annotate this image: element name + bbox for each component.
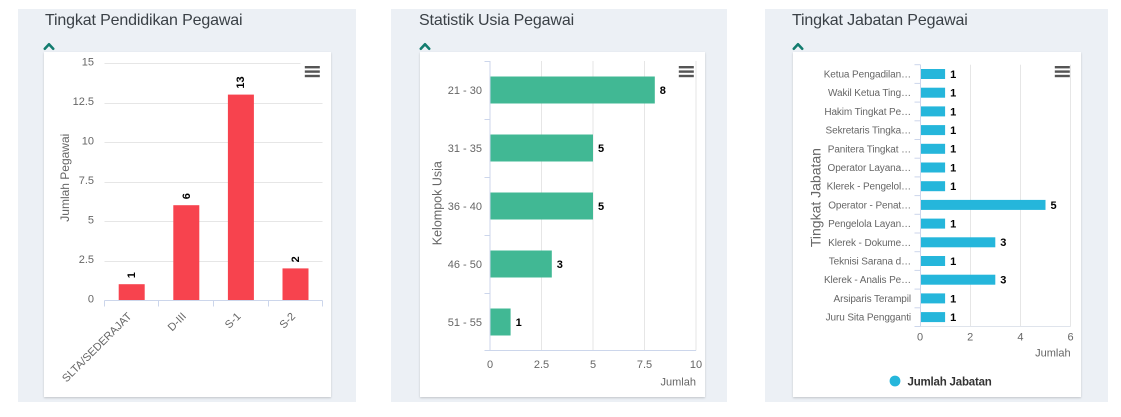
svg-text:7.5: 7.5 [78, 175, 93, 187]
svg-text:Hakim Tingkat Pe…: Hakim Tingkat Pe… [824, 106, 911, 117]
svg-text:13: 13 [235, 76, 247, 88]
svg-text:Klerek - Analis Pe…: Klerek - Analis Pe… [824, 275, 911, 286]
svg-text:Klerek - Pengelol…: Klerek - Pengelol… [827, 181, 911, 192]
svg-text:1: 1 [950, 255, 956, 267]
svg-text:1: 1 [950, 87, 956, 99]
svg-text:Jumlah: Jumlah [1035, 347, 1070, 359]
svg-text:6: 6 [1068, 331, 1074, 343]
svg-text:Kelompok Usia: Kelompok Usia [430, 161, 444, 245]
svg-text:Operator Layana…: Operator Layana… [828, 163, 911, 174]
svg-text:5: 5 [1051, 199, 1057, 211]
svg-text:Panitera Tingkat …: Panitera Tingkat … [828, 144, 911, 155]
svg-text:5: 5 [598, 201, 604, 213]
svg-text:Klerek - Dokume…: Klerek - Dokume… [828, 237, 911, 248]
svg-text:1: 1 [126, 272, 138, 278]
svg-text:2.5: 2.5 [78, 254, 93, 266]
svg-text:S-1: S-1 [222, 310, 243, 331]
svg-text:Jumlah Pegawai: Jumlah Pegawai [57, 133, 71, 221]
svg-text:10: 10 [689, 359, 701, 371]
svg-text:1: 1 [950, 162, 956, 174]
svg-text:5: 5 [87, 214, 93, 226]
svg-text:4: 4 [1017, 331, 1023, 343]
svg-text:Sekretaris Tingka…: Sekretaris Tingka… [826, 125, 911, 136]
svg-text:3: 3 [1000, 274, 1006, 286]
svg-text:10: 10 [81, 135, 93, 147]
svg-text:51 - 55: 51 - 55 [447, 317, 481, 329]
svg-text:36 - 40: 36 - 40 [447, 201, 481, 213]
svg-text:Juru Sita Pengganti: Juru Sita Pengganti [826, 312, 911, 323]
svg-text:46 - 50: 46 - 50 [447, 259, 481, 271]
svg-text:Pengelola Layan…: Pengelola Layan… [828, 219, 911, 230]
svg-text:1: 1 [950, 312, 956, 324]
svg-text:S-2: S-2 [277, 310, 298, 331]
svg-text:Teknisi Sarana d…: Teknisi Sarana d… [829, 256, 911, 267]
svg-text:1: 1 [950, 68, 956, 80]
svg-text:21 - 30: 21 - 30 [447, 85, 481, 97]
svg-text:0: 0 [87, 293, 93, 305]
svg-text:5: 5 [598, 143, 604, 155]
svg-text:2: 2 [290, 256, 302, 262]
svg-text:1: 1 [950, 218, 956, 230]
svg-text:1: 1 [950, 181, 956, 193]
svg-text:1: 1 [950, 106, 956, 118]
svg-text:12.5: 12.5 [72, 96, 93, 108]
svg-text:Tingkat Jabatan: Tingkat Jabatan [808, 148, 824, 247]
svg-text:Jumlah: Jumlah [660, 376, 695, 388]
svg-text:3: 3 [556, 259, 562, 271]
svg-text:1: 1 [950, 143, 956, 155]
svg-text:SLTA/SEDERAJAT: SLTA/SEDERAJAT [60, 310, 134, 384]
svg-text:0: 0 [917, 331, 923, 343]
svg-text:Operator - Penat…: Operator - Penat… [828, 200, 911, 211]
svg-text:31 - 35: 31 - 35 [447, 143, 481, 155]
svg-text:7.5: 7.5 [636, 359, 651, 371]
svg-text:Arsiparis Terampil: Arsiparis Terampil [834, 293, 911, 304]
svg-text:Wakil Ketua Ting…: Wakil Ketua Ting… [828, 88, 911, 99]
svg-text:2.5: 2.5 [533, 359, 548, 371]
svg-text:D-III: D-III [165, 310, 188, 333]
svg-text:6: 6 [181, 193, 193, 199]
svg-text:2: 2 [967, 331, 973, 343]
svg-text:1: 1 [950, 125, 956, 137]
svg-text:8: 8 [659, 85, 665, 97]
svg-text:15: 15 [81, 56, 93, 68]
svg-text:Jumlah Jabatan: Jumlah Jabatan [908, 376, 992, 388]
svg-text:3: 3 [1000, 237, 1006, 249]
svg-text:1: 1 [515, 317, 521, 329]
svg-text:5: 5 [589, 359, 595, 371]
svg-text:0: 0 [486, 359, 492, 371]
svg-text:Ketua Pengadilan…: Ketua Pengadilan… [824, 69, 911, 80]
svg-text:1: 1 [950, 293, 956, 305]
